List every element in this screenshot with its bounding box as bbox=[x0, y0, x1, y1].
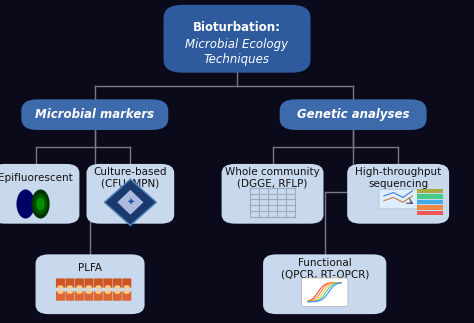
Ellipse shape bbox=[86, 285, 92, 289]
FancyBboxPatch shape bbox=[75, 278, 84, 288]
FancyBboxPatch shape bbox=[84, 278, 93, 288]
Polygon shape bbox=[118, 190, 143, 215]
FancyBboxPatch shape bbox=[75, 291, 84, 301]
Ellipse shape bbox=[86, 290, 92, 294]
FancyBboxPatch shape bbox=[379, 189, 417, 209]
FancyBboxPatch shape bbox=[301, 278, 348, 306]
Ellipse shape bbox=[67, 290, 73, 294]
Ellipse shape bbox=[31, 189, 50, 218]
Text: ✦: ✦ bbox=[126, 197, 135, 207]
Text: Bioturbation:: Bioturbation: bbox=[193, 21, 281, 34]
FancyBboxPatch shape bbox=[113, 291, 122, 301]
FancyBboxPatch shape bbox=[280, 99, 427, 130]
Ellipse shape bbox=[124, 290, 130, 294]
Bar bbox=[417, 200, 443, 204]
Ellipse shape bbox=[105, 290, 111, 294]
FancyBboxPatch shape bbox=[122, 278, 131, 288]
Polygon shape bbox=[104, 179, 156, 225]
Text: Genetic analyses: Genetic analyses bbox=[297, 108, 410, 121]
Bar bbox=[417, 211, 443, 215]
FancyBboxPatch shape bbox=[347, 164, 449, 224]
Ellipse shape bbox=[105, 285, 111, 289]
FancyBboxPatch shape bbox=[164, 5, 310, 73]
FancyBboxPatch shape bbox=[0, 164, 80, 224]
FancyBboxPatch shape bbox=[263, 255, 386, 314]
Text: PLFA: PLFA bbox=[78, 264, 102, 273]
FancyBboxPatch shape bbox=[86, 164, 174, 224]
Text: Whole community
(DGGE, RFLP): Whole community (DGGE, RFLP) bbox=[225, 167, 320, 189]
Ellipse shape bbox=[57, 290, 64, 294]
Ellipse shape bbox=[124, 285, 130, 289]
FancyBboxPatch shape bbox=[103, 278, 112, 288]
FancyBboxPatch shape bbox=[103, 291, 112, 301]
FancyBboxPatch shape bbox=[56, 291, 65, 301]
FancyBboxPatch shape bbox=[113, 278, 122, 288]
FancyBboxPatch shape bbox=[94, 291, 103, 301]
FancyBboxPatch shape bbox=[56, 278, 65, 288]
FancyBboxPatch shape bbox=[94, 278, 103, 288]
Ellipse shape bbox=[57, 285, 64, 289]
Ellipse shape bbox=[95, 285, 101, 289]
Ellipse shape bbox=[76, 290, 82, 294]
FancyBboxPatch shape bbox=[65, 291, 74, 301]
FancyBboxPatch shape bbox=[21, 99, 168, 130]
Ellipse shape bbox=[114, 285, 120, 289]
Text: Microbial Ecology
Techniques: Microbial Ecology Techniques bbox=[185, 38, 289, 66]
Ellipse shape bbox=[76, 285, 82, 289]
Ellipse shape bbox=[34, 193, 47, 214]
FancyBboxPatch shape bbox=[65, 278, 74, 288]
Ellipse shape bbox=[67, 285, 73, 289]
Text: High-throughput
sequencing: High-throughput sequencing bbox=[355, 167, 441, 189]
Text: Microbial markers: Microbial markers bbox=[35, 108, 155, 121]
Bar bbox=[417, 189, 443, 193]
FancyBboxPatch shape bbox=[122, 291, 131, 301]
Bar bbox=[417, 194, 443, 199]
Bar bbox=[417, 205, 443, 210]
Ellipse shape bbox=[17, 189, 35, 218]
Ellipse shape bbox=[36, 197, 45, 211]
Text: Functional
(QPCR, RT-QPCR): Functional (QPCR, RT-QPCR) bbox=[281, 258, 369, 279]
Ellipse shape bbox=[95, 290, 101, 294]
FancyBboxPatch shape bbox=[84, 291, 93, 301]
Text: Epifluorescent: Epifluorescent bbox=[0, 173, 73, 183]
FancyBboxPatch shape bbox=[36, 255, 145, 314]
FancyBboxPatch shape bbox=[221, 164, 323, 224]
Ellipse shape bbox=[114, 290, 120, 294]
Text: Culture-based
(CFU, MPN): Culture-based (CFU, MPN) bbox=[93, 167, 167, 189]
